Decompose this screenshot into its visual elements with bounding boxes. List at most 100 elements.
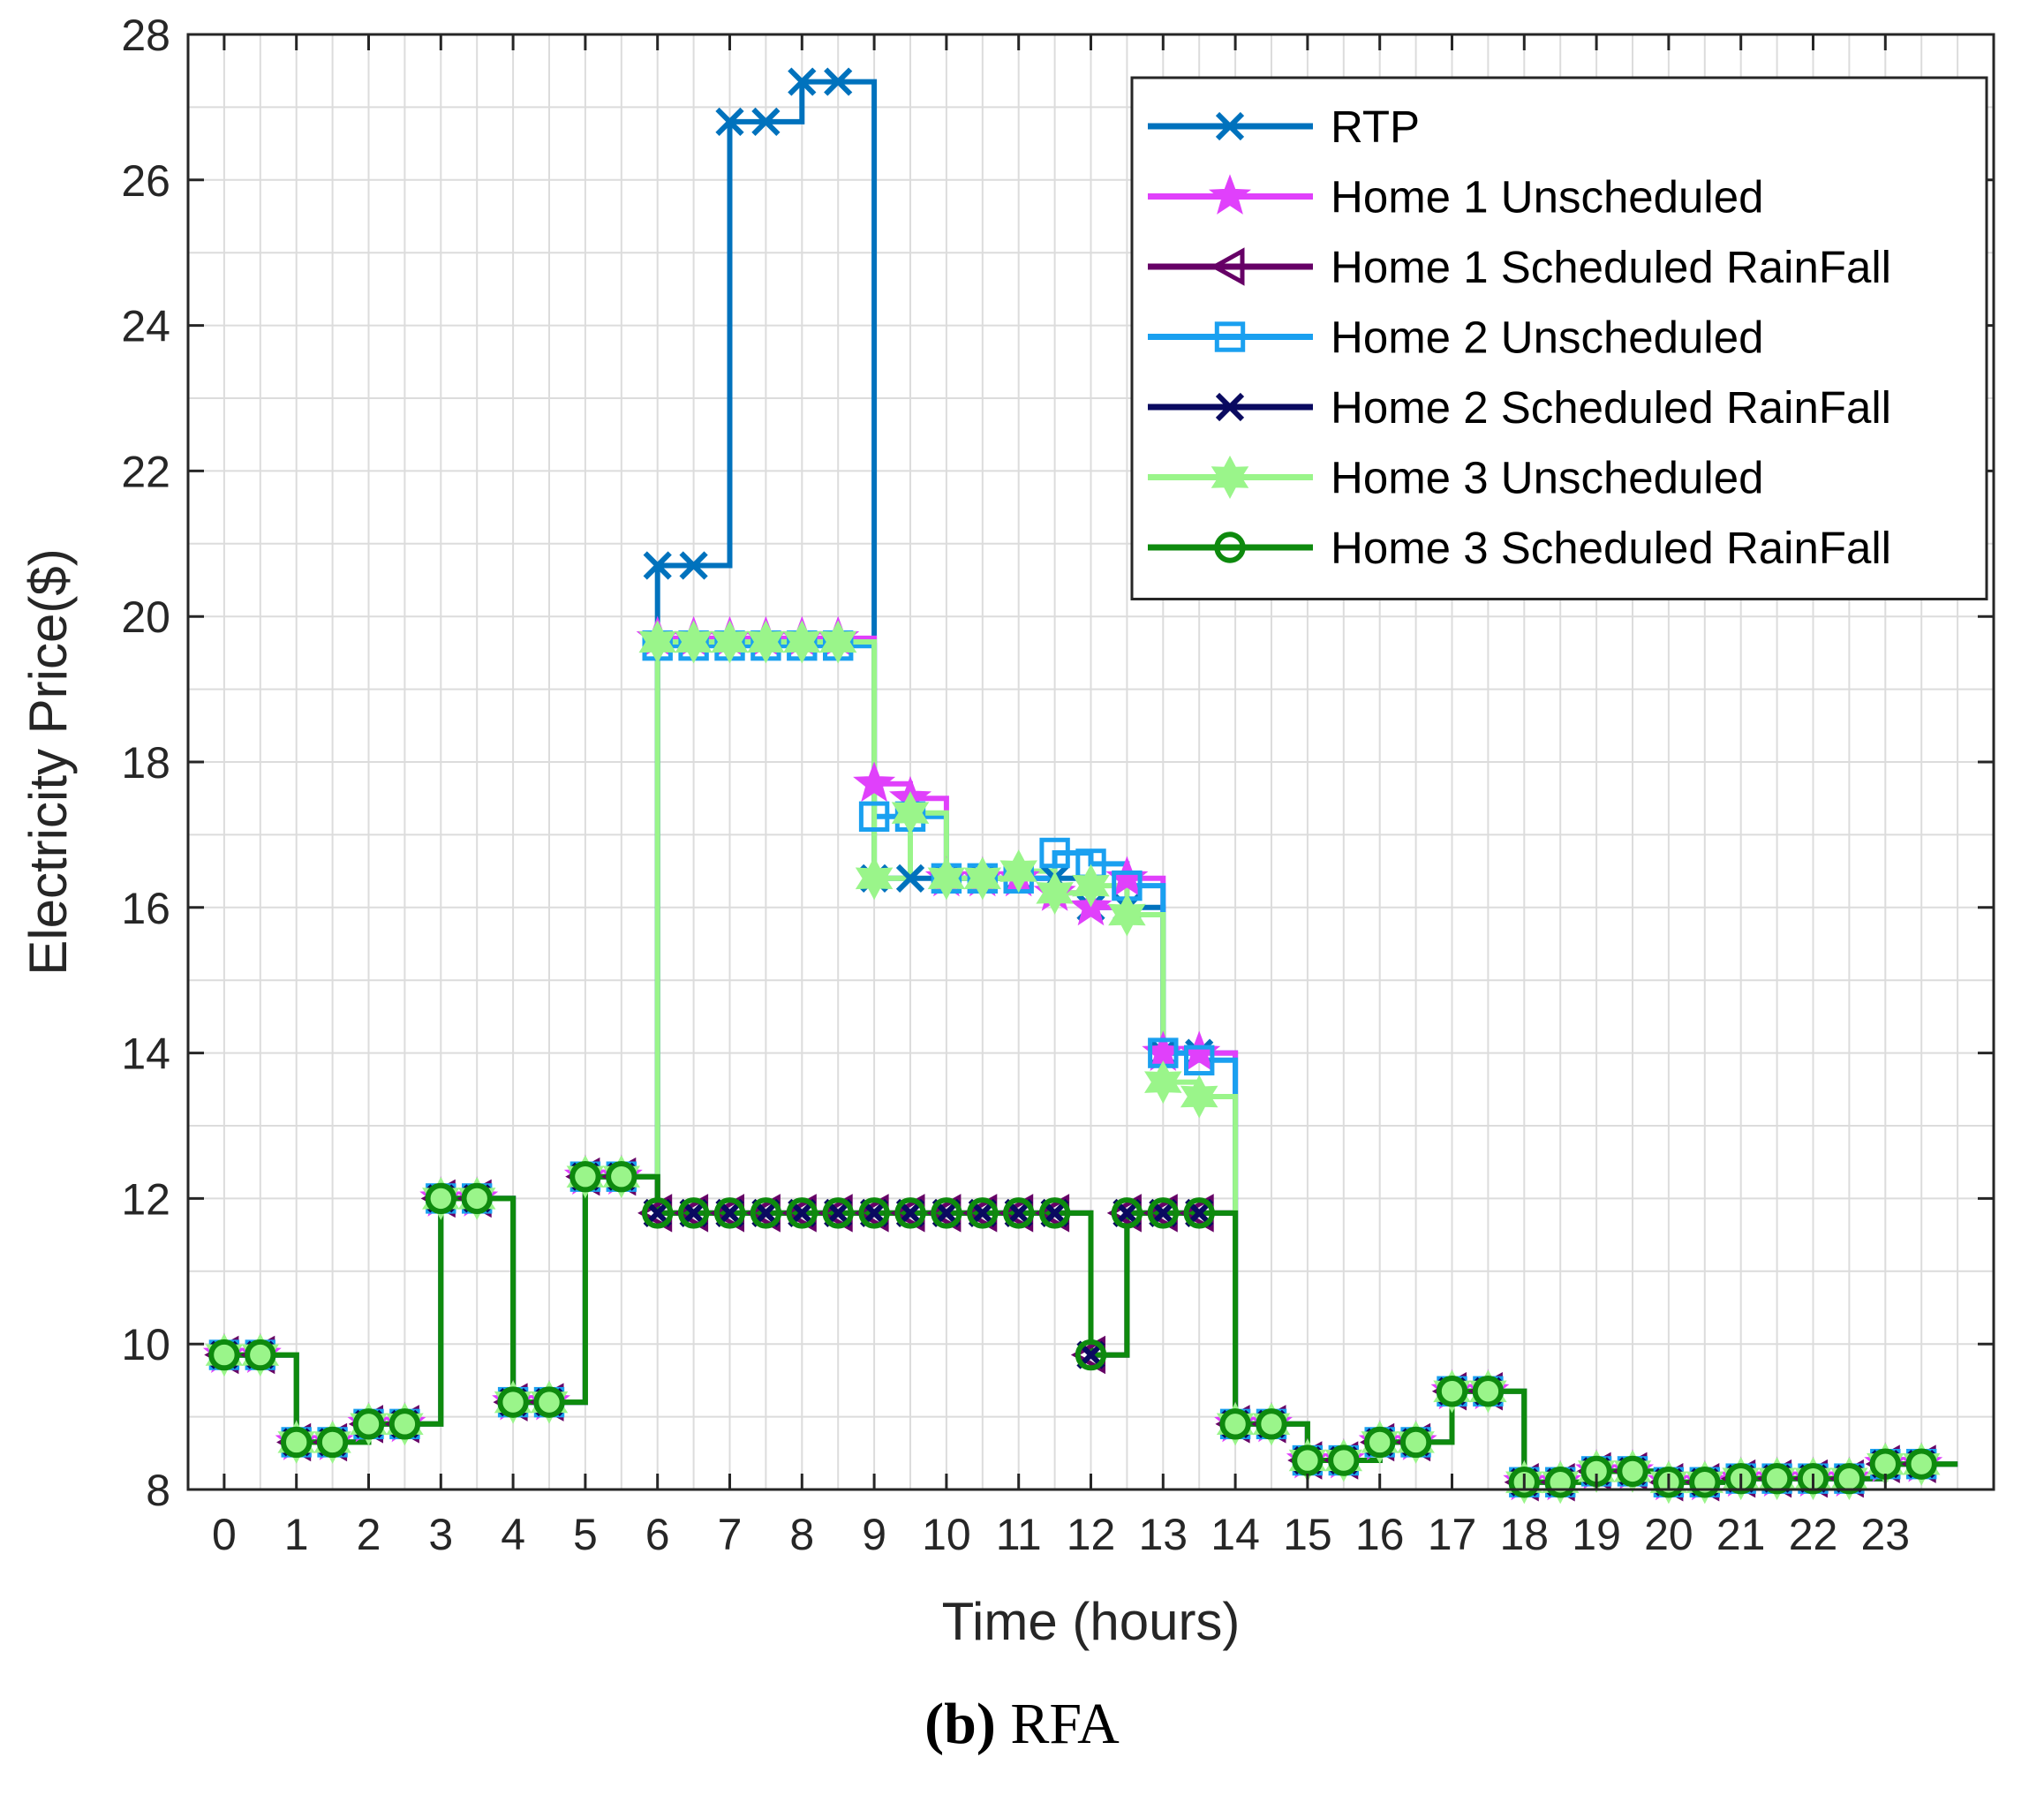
y-tick-label: 22	[121, 447, 170, 496]
legend-label: Home 2 Scheduled RainFall	[1331, 382, 1891, 433]
x-tick-label: 1	[284, 1510, 309, 1559]
data-point	[822, 1197, 854, 1229]
data-point	[1252, 1402, 1291, 1446]
data-point	[530, 1380, 569, 1424]
legend-marker	[1215, 392, 1245, 422]
data-point	[1038, 1197, 1071, 1229]
data-point	[1183, 1197, 1215, 1229]
data-point	[1216, 1402, 1255, 1446]
x-tick-label: 14	[1211, 1510, 1260, 1559]
x-axis-label: Time (hours)	[942, 1592, 1241, 1651]
x-tick-label: 20	[1644, 1510, 1693, 1559]
data-point	[281, 1426, 313, 1459]
legend-marker	[1210, 247, 1245, 286]
data-point	[1147, 1197, 1180, 1229]
data-point	[895, 864, 925, 893]
data-point	[1292, 1444, 1324, 1476]
y-axis-label: Electricity Price($)	[19, 548, 78, 975]
data-point	[241, 1333, 280, 1377]
data-point	[1324, 1438, 1363, 1482]
data-point	[497, 1386, 529, 1418]
data-point	[1003, 1197, 1035, 1229]
data-point	[1364, 1426, 1396, 1459]
data-point	[1036, 871, 1074, 915]
data-point	[1111, 1197, 1143, 1229]
data-point	[783, 620, 821, 664]
data-point	[1544, 1467, 1576, 1498]
series-markers-5	[205, 620, 1941, 1505]
data-point	[891, 791, 930, 835]
data-point	[1541, 1460, 1580, 1505]
legend-entry: Home 3 Unscheduled	[1148, 453, 1763, 503]
data-point	[1184, 1045, 1215, 1076]
data-point	[715, 107, 744, 137]
data-point	[1469, 1369, 1507, 1414]
data-point	[1725, 1462, 1757, 1495]
data-point	[711, 620, 749, 664]
data-point	[1433, 1369, 1471, 1414]
data-point	[638, 620, 676, 664]
legend-marker	[1215, 111, 1245, 141]
data-point	[1830, 1457, 1868, 1501]
data-point	[927, 856, 966, 901]
data-point	[316, 1426, 349, 1459]
data-point	[894, 1197, 926, 1229]
data-point	[533, 1386, 565, 1418]
data-point	[566, 1155, 605, 1199]
data-point	[1761, 1462, 1793, 1495]
legend-label: RTP	[1331, 102, 1420, 152]
data-point	[1180, 1075, 1218, 1119]
y-tick-label: 8	[146, 1466, 170, 1515]
x-tick-label: 23	[1860, 1510, 1910, 1559]
x-tick-label: 18	[1499, 1510, 1549, 1559]
data-point	[1108, 893, 1146, 937]
data-point	[1256, 1408, 1287, 1440]
data-point	[386, 1402, 424, 1446]
series-markers-6	[208, 1160, 1937, 1498]
axis-ticks: 0 1 2 3 4 5 6 7 8 9 10 11 12 13 14 15 16 17 18 19 20 21 22 2381…	[121, 11, 1994, 1559]
y-tick-label: 20	[121, 592, 170, 642]
data-point	[245, 1339, 276, 1371]
data-point	[1902, 1442, 1941, 1486]
data-point	[1399, 1426, 1432, 1459]
x-tick-label: 5	[573, 1510, 598, 1559]
legend-entry: Home 3 Scheduled RainFall	[1148, 523, 1891, 573]
x-tick-label: 19	[1572, 1510, 1621, 1559]
data-point	[494, 1380, 532, 1424]
caption-letter: (b)	[924, 1692, 996, 1756]
data-point	[1144, 1060, 1182, 1105]
data-point	[855, 856, 894, 901]
data-point	[750, 1197, 782, 1229]
legend-label: Home 1 Unscheduled	[1331, 172, 1763, 222]
x-tick-label: 9	[862, 1510, 886, 1559]
legend-marker	[1214, 321, 1246, 352]
x-tick-label: 3	[428, 1510, 453, 1559]
data-point	[457, 1176, 496, 1220]
data-point	[1072, 864, 1110, 908]
legend-entry: Home 2 Unscheduled	[1148, 313, 1763, 363]
data-point	[1039, 837, 1070, 869]
data-point	[824, 67, 853, 96]
data-point	[1472, 1376, 1505, 1407]
data-point	[1219, 1408, 1251, 1440]
data-point	[786, 1197, 818, 1229]
legend-label: Home 3 Unscheduled	[1331, 453, 1763, 503]
data-point	[461, 1182, 493, 1215]
y-tick-label: 10	[121, 1320, 170, 1369]
data-point	[425, 1182, 456, 1215]
legend-label: Home 1 Scheduled RainFall	[1331, 242, 1891, 292]
x-tick-label: 17	[1428, 1510, 1477, 1559]
data-point	[963, 856, 1002, 901]
series-markers	[202, 67, 1943, 1505]
x-tick-label: 2	[357, 1510, 381, 1559]
figure-caption: (b) RFA	[0, 1691, 2044, 1758]
y-tick-label: 28	[121, 11, 170, 60]
legend-entry: RTP	[1148, 102, 1420, 152]
x-tick-label: 21	[1716, 1510, 1766, 1559]
x-tick-label: 11	[996, 1510, 1042, 1559]
data-point	[858, 1197, 890, 1229]
x-tick-label: 4	[501, 1510, 525, 1559]
data-point	[713, 1197, 746, 1229]
data-point	[1075, 1339, 1107, 1371]
data-point	[931, 1197, 962, 1229]
